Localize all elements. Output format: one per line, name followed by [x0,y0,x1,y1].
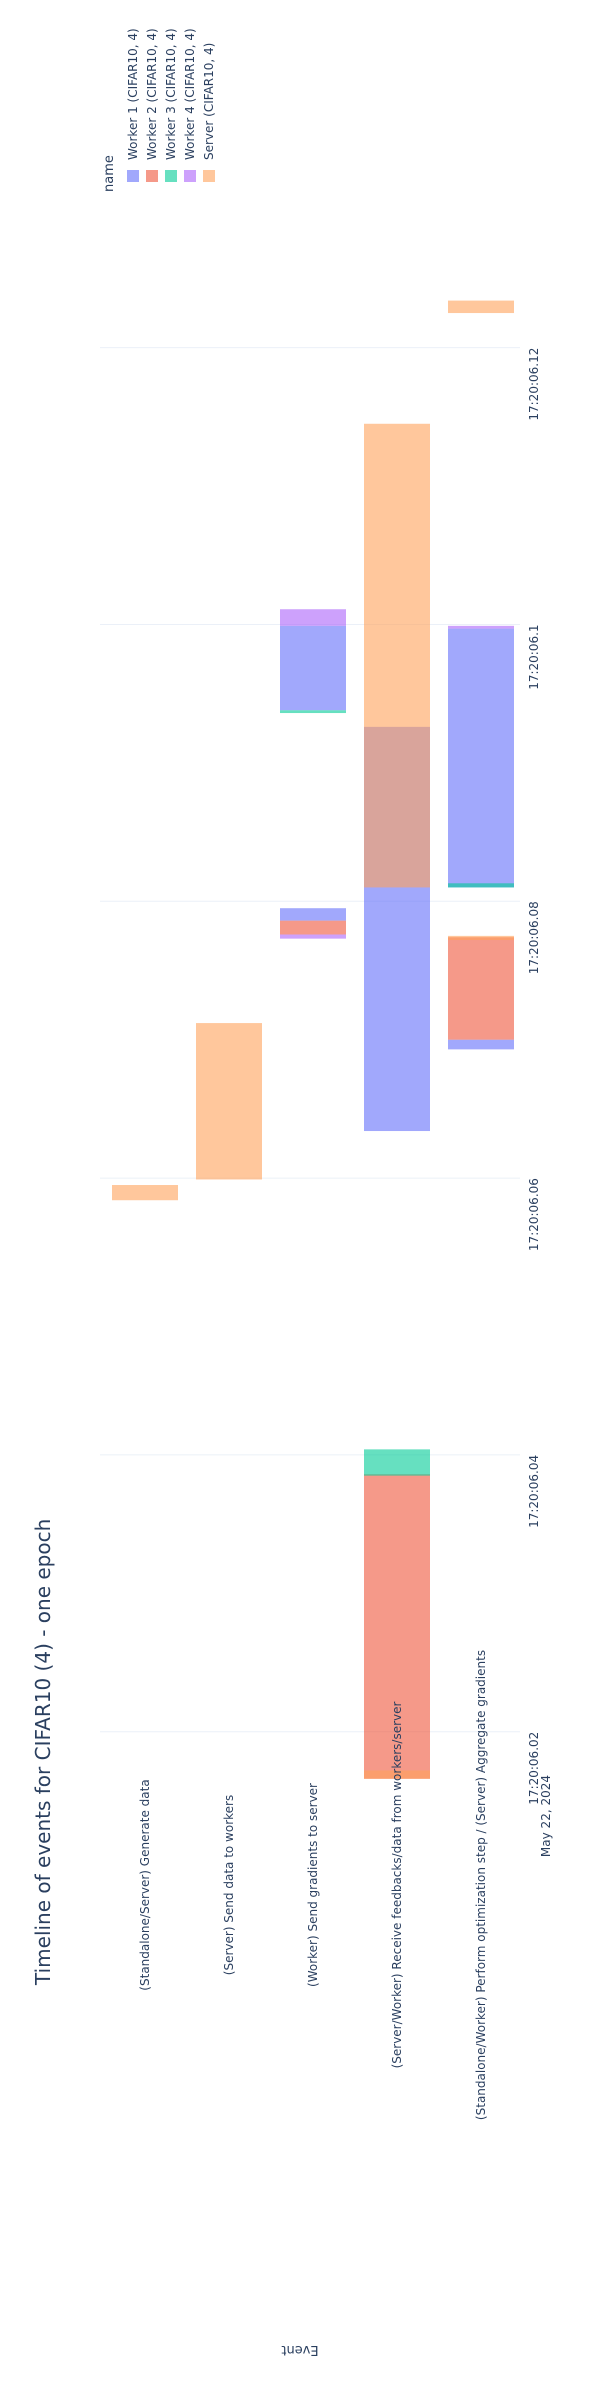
date-label: May 22, 2024 [539,1775,553,1857]
legend-swatch [203,170,215,182]
x-tick-label: 17:20:06.06 [527,1178,541,1251]
timeline-bar [448,1039,514,1050]
x-tick-label: 17:20:06.02 [527,1732,541,1805]
timeline-bar [280,710,346,714]
chart-title: Timeline of events for CIFAR10 (4) - one… [31,1519,55,1986]
legend-swatch [165,170,177,182]
timeline-bar [364,423,430,888]
legend-entry-label: Worker 3 (CIFAR10, 4) [164,28,178,160]
timeline-bar [364,1474,430,1779]
timeline-bar [364,1449,430,1476]
legend-entry-label: Worker 2 (CIFAR10, 4) [145,28,159,160]
event-category-label: (Server/Worker) Receive feedbacks/data f… [390,1702,404,2069]
timeline-bar [280,920,346,935]
x-tick-label: 17:20:06.08 [527,901,541,974]
timeline-bar [448,628,514,888]
y-axis-label: Event [281,2342,318,2357]
event-category-label: (Server) Send data to workers [222,1795,236,1975]
timeline-bar [448,300,514,314]
timeline-bar [280,934,346,939]
legend: name Worker 1 (CIFAR10, 4) Worker 2 (CIFAR… [102,28,216,192]
timeline-bar [364,1770,430,1779]
timeline-bar [112,1185,178,1201]
legend-swatch [184,170,196,182]
timeline-bar [448,937,514,1040]
x-tick-label: 17:20:06.12 [527,348,541,421]
timeline-bar [280,908,346,921]
legend-entry-label: Worker 4 (CIFAR10, 4) [183,28,197,160]
event-category-label: (Worker) Send gradients to server [306,1783,320,1987]
legend-swatch [146,170,158,182]
x-tick-label: 17:20:06.1 [527,624,541,689]
event-category-label: (Standalone/Server) Generate data [138,1779,152,1990]
timeline-bar [448,935,514,941]
timeline-bar [196,1023,262,1180]
timeline-bar [280,609,346,626]
x-tick-label: 17:20:06.04 [527,1455,541,1528]
event-category-label: (Standalone/Worker) Perform optimization… [474,1650,488,2120]
event-axis: (Standalone/Server) Generate data (Server… [138,1650,488,2120]
legend-entry-label: Server (CIFAR10, 4) [202,43,216,160]
timeline-bars [112,300,514,1779]
timeline-bar [448,883,514,888]
timeline-bar [280,625,346,711]
legend-title: name [102,155,117,192]
legend-swatch [127,170,139,182]
time-axis: 17:20:06.02 17:20:06.04 17:20:06.06 17:20:0… [527,348,541,1805]
legend-entry-label: Worker 1 (CIFAR10, 4) [126,28,140,160]
timeline-bar [448,625,514,629]
